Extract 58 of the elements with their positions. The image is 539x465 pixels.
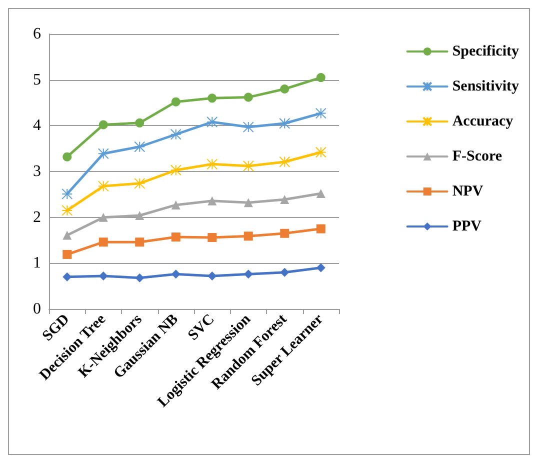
point bbox=[280, 228, 290, 238]
point bbox=[244, 92, 253, 102]
point bbox=[279, 156, 290, 168]
point bbox=[135, 118, 144, 128]
point bbox=[206, 116, 218, 128]
point bbox=[98, 212, 108, 222]
point bbox=[171, 270, 180, 279]
point bbox=[279, 118, 290, 129]
point bbox=[316, 73, 326, 82]
point bbox=[98, 120, 108, 130]
point bbox=[62, 152, 72, 162]
point bbox=[62, 250, 72, 259]
legend-label: F-Score bbox=[452, 148, 502, 164]
point bbox=[208, 94, 217, 103]
legend-label: PPV bbox=[452, 218, 482, 234]
point bbox=[244, 270, 253, 279]
point bbox=[98, 148, 109, 160]
point bbox=[62, 204, 73, 216]
point bbox=[280, 194, 290, 204]
point bbox=[170, 164, 182, 176]
point bbox=[315, 108, 326, 119]
y-tick-label: 1 bbox=[33, 254, 41, 272]
point bbox=[134, 141, 146, 152]
point bbox=[315, 146, 326, 158]
point bbox=[280, 84, 290, 94]
point bbox=[171, 200, 180, 210]
point bbox=[316, 224, 326, 234]
point bbox=[134, 178, 146, 189]
point bbox=[208, 233, 217, 242]
point bbox=[244, 232, 253, 241]
legend-label: Accuracy bbox=[452, 114, 514, 130]
point bbox=[170, 128, 182, 140]
y-tick-label: 0 bbox=[33, 300, 41, 318]
point bbox=[206, 158, 218, 170]
point bbox=[242, 160, 254, 172]
y-tick-label: 6 bbox=[33, 26, 41, 42]
point bbox=[171, 232, 180, 242]
point bbox=[62, 188, 73, 200]
point bbox=[135, 273, 144, 282]
y-tick-label: 4 bbox=[33, 117, 41, 134]
point bbox=[171, 97, 180, 106]
y-tick-label: 5 bbox=[33, 71, 41, 88]
point bbox=[98, 180, 109, 192]
legend-label: Specificity bbox=[452, 44, 520, 60]
point bbox=[244, 198, 253, 208]
point bbox=[135, 238, 144, 247]
legend-label: NPV bbox=[452, 184, 484, 200]
point bbox=[208, 196, 217, 206]
y-tick-label: 2 bbox=[33, 208, 41, 226]
legend-label: Sensitivity bbox=[452, 78, 520, 94]
point bbox=[280, 268, 290, 277]
point bbox=[135, 211, 144, 220]
point bbox=[62, 230, 72, 240]
y-tick-label: 3 bbox=[33, 163, 41, 180]
point bbox=[316, 189, 326, 198]
point bbox=[242, 122, 254, 133]
point bbox=[316, 263, 326, 272]
point bbox=[98, 238, 108, 247]
